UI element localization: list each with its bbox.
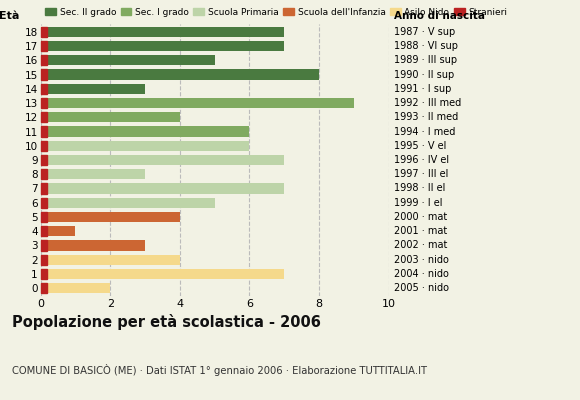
Text: 1995 · V el: 1995 · V el <box>394 141 447 151</box>
FancyBboxPatch shape <box>41 41 47 51</box>
Bar <box>41 283 110 293</box>
FancyBboxPatch shape <box>41 226 47 236</box>
Text: 1989 · III sup: 1989 · III sup <box>394 55 458 65</box>
Bar <box>41 254 180 265</box>
Bar <box>41 98 354 108</box>
Bar <box>41 141 249 151</box>
Text: 2005 · nido: 2005 · nido <box>394 283 450 293</box>
Bar <box>41 269 284 279</box>
Bar <box>41 183 284 194</box>
FancyBboxPatch shape <box>41 269 47 279</box>
FancyBboxPatch shape <box>41 198 47 208</box>
Bar <box>41 169 145 179</box>
Text: Popolazione per età scolastica - 2006: Popolazione per età scolastica - 2006 <box>12 314 321 330</box>
Text: 2004 · nido: 2004 · nido <box>394 269 450 279</box>
FancyBboxPatch shape <box>41 283 47 293</box>
FancyBboxPatch shape <box>41 212 47 222</box>
Bar <box>41 70 319 80</box>
Text: 1996 · IV el: 1996 · IV el <box>394 155 450 165</box>
Bar <box>41 212 180 222</box>
Text: 2003 · nido: 2003 · nido <box>394 255 450 265</box>
Bar <box>41 112 180 122</box>
Bar <box>41 155 284 165</box>
Bar <box>41 240 145 250</box>
FancyBboxPatch shape <box>41 112 47 122</box>
Bar <box>41 198 215 208</box>
FancyBboxPatch shape <box>41 254 47 265</box>
Text: 1998 · II el: 1998 · II el <box>394 184 446 194</box>
Bar <box>41 126 249 137</box>
Text: 2000 · mat: 2000 · mat <box>394 212 448 222</box>
FancyBboxPatch shape <box>41 155 47 165</box>
Text: 1997 · III el: 1997 · III el <box>394 169 449 179</box>
Bar <box>41 41 284 51</box>
Legend: Sec. II grado, Sec. I grado, Scuola Primaria, Scuola dell'Infanzia, Asilo Nido, : Sec. II grado, Sec. I grado, Scuola Prim… <box>45 8 508 17</box>
Text: Età: Età <box>0 11 19 21</box>
Text: 1990 · II sup: 1990 · II sup <box>394 70 455 80</box>
FancyBboxPatch shape <box>41 169 47 179</box>
FancyBboxPatch shape <box>41 98 47 108</box>
Text: 2001 · mat: 2001 · mat <box>394 226 448 236</box>
FancyBboxPatch shape <box>41 27 47 37</box>
Text: Anno di nascita: Anno di nascita <box>394 11 485 21</box>
Text: 1994 · I med: 1994 · I med <box>394 126 456 136</box>
FancyBboxPatch shape <box>41 240 47 250</box>
Text: 1987 · V sup: 1987 · V sup <box>394 27 456 37</box>
Text: 1992 · III med: 1992 · III med <box>394 98 462 108</box>
FancyBboxPatch shape <box>41 183 47 194</box>
FancyBboxPatch shape <box>41 126 47 137</box>
Bar <box>41 55 215 66</box>
Text: COMUNE DI BASICÒ (ME) · Dati ISTAT 1° gennaio 2006 · Elaborazione TUTTITALIA.IT: COMUNE DI BASICÒ (ME) · Dati ISTAT 1° ge… <box>12 364 427 376</box>
Bar <box>41 226 75 236</box>
FancyBboxPatch shape <box>41 55 47 66</box>
FancyBboxPatch shape <box>41 141 47 151</box>
Text: 1993 · II med: 1993 · II med <box>394 112 459 122</box>
FancyBboxPatch shape <box>41 84 47 94</box>
Text: 1999 · I el: 1999 · I el <box>394 198 443 208</box>
Text: 1988 · VI sup: 1988 · VI sup <box>394 41 458 51</box>
Bar <box>41 84 145 94</box>
Bar <box>41 27 284 37</box>
FancyBboxPatch shape <box>41 70 47 80</box>
Text: 2002 · mat: 2002 · mat <box>394 240 448 250</box>
Text: 1991 · I sup: 1991 · I sup <box>394 84 452 94</box>
